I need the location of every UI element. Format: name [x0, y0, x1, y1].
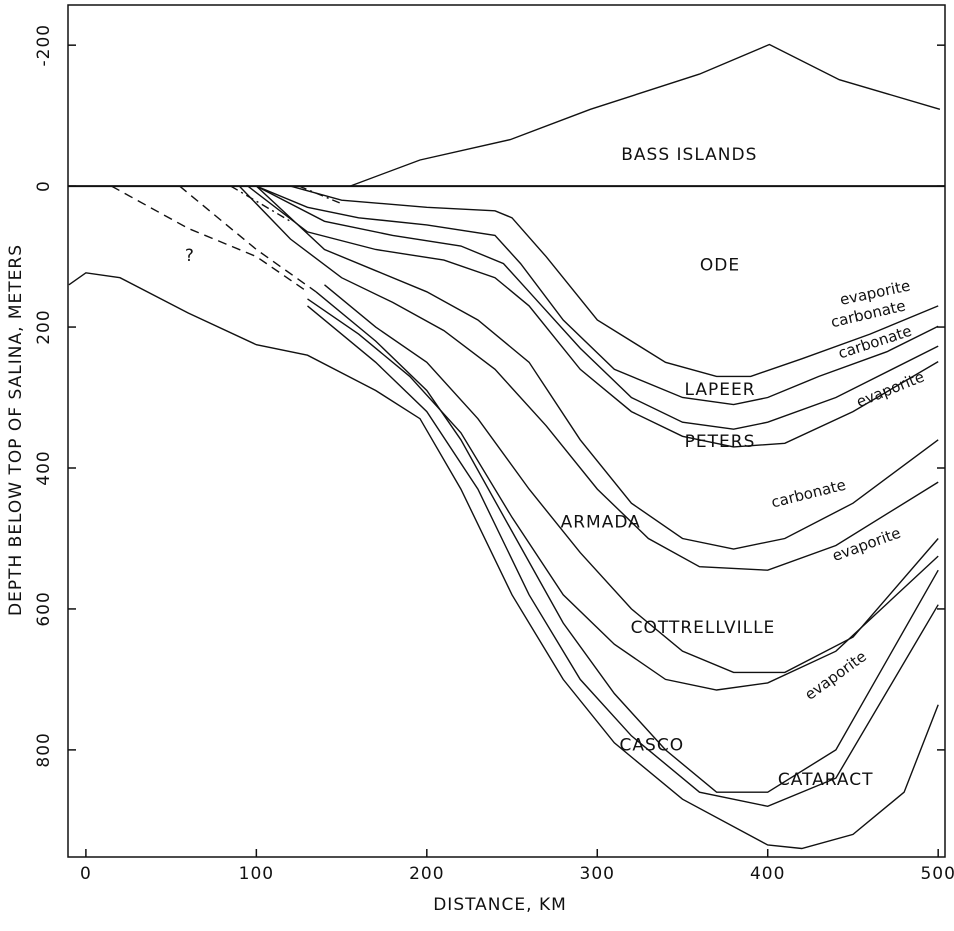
- annotation: CATARACT: [778, 770, 874, 790]
- annotation: ARMADA: [561, 512, 641, 532]
- annotation: CASCO: [620, 736, 685, 756]
- annotation: evaporite: [854, 368, 927, 411]
- x-tick-label: 300: [580, 864, 615, 884]
- y-tick-label: -200: [34, 24, 54, 67]
- annotation: LAPEER: [684, 380, 755, 400]
- y-tick-label: 800: [34, 732, 54, 767]
- formation-line: [256, 185, 939, 430]
- formation-line: [238, 185, 939, 571]
- formation-line: [307, 298, 939, 691]
- formation-line: [247, 185, 939, 448]
- y-tick-label: 200: [34, 309, 54, 344]
- y-axis-title: DEPTH BELOW TOP OF SALINA, METERS: [6, 244, 26, 616]
- formation-line: [349, 43, 941, 187]
- formation-line: [290, 185, 939, 378]
- formation-line: [230, 185, 291, 222]
- x-tick-label: 400: [750, 864, 785, 884]
- x-tick-label: 100: [239, 864, 274, 884]
- formation-line: [307, 305, 939, 808]
- y-tick-label: 600: [34, 591, 54, 626]
- annotation: COTTRELLVILLE: [631, 618, 776, 638]
- formation-line: [111, 185, 308, 293]
- annotation: evaporite: [830, 524, 903, 565]
- formation-line: [256, 185, 939, 406]
- formation-line: [255, 185, 939, 550]
- formation-line: [315, 291, 939, 793]
- y-tick-label: 0: [34, 180, 54, 192]
- x-tick-label: 200: [409, 864, 444, 884]
- formation-line: [179, 185, 317, 293]
- x-axis-title: DISTANCE, KM: [433, 895, 567, 915]
- annotation: evaporite: [801, 647, 869, 704]
- formation-line: [68, 272, 939, 850]
- annotation: BASS ISLANDS: [621, 145, 757, 165]
- annotation: ?: [185, 246, 195, 266]
- annotation: carbonate: [769, 476, 847, 512]
- formation-line: [298, 185, 342, 205]
- formation-line: [324, 284, 939, 674]
- x-tick-label: 500: [920, 864, 954, 884]
- y-tick-label: 400: [34, 450, 54, 485]
- annotation: ODE: [700, 256, 740, 276]
- x-tick-label: 0: [80, 864, 92, 884]
- annotation: PETERS: [685, 432, 756, 452]
- plot-frame: [67, 4, 946, 858]
